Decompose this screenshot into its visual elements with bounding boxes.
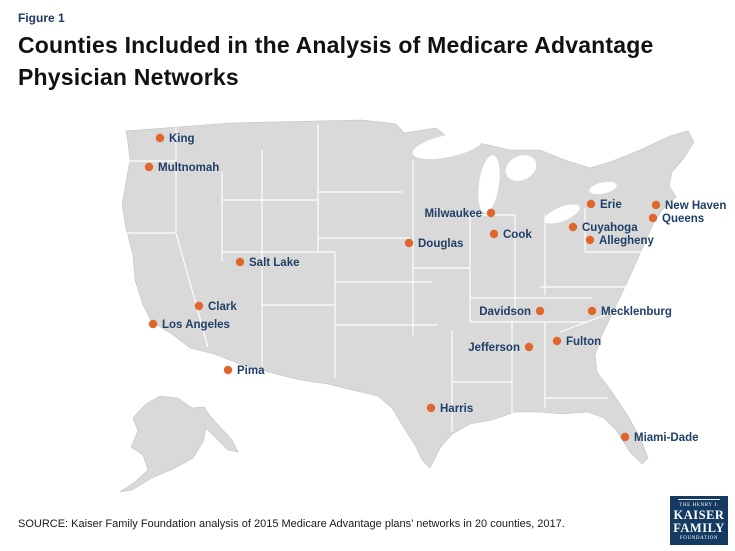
- county-marker-new-haven: [651, 200, 661, 210]
- logo-line-the-henry-j: THE HENRY J.: [679, 502, 719, 508]
- county-marker-salt-lake: [235, 257, 245, 267]
- kff-logo: THE HENRY J. KAISER FAMILY FOUNDATION: [670, 496, 728, 545]
- lake-ontario-shape: [589, 181, 617, 195]
- county-label-mecklenburg: Mecklenburg: [601, 306, 672, 318]
- county-marker-douglas: [404, 238, 414, 248]
- county-marker-milwaukee: [486, 208, 496, 218]
- county-label-davidson: Davidson: [479, 306, 531, 318]
- county-label-harris: Harris: [440, 403, 473, 415]
- county-label-pima: Pima: [237, 365, 265, 377]
- lake-michigan-shape: [478, 155, 500, 213]
- county-marker-queens: [648, 213, 658, 223]
- logo-divider: [678, 499, 720, 500]
- state-borders: [121, 124, 650, 432]
- county-marker-allegheny: [585, 235, 595, 245]
- county-label-cook: Cook: [503, 229, 532, 241]
- contiguous-us-shape: [121, 119, 695, 469]
- county-marker-los-angeles: [148, 319, 158, 329]
- county-label-milwaukee: Milwaukee: [424, 208, 482, 220]
- county-marker-clark: [194, 301, 204, 311]
- county-marker-cook: [489, 229, 499, 239]
- lake-erie-shape: [544, 204, 580, 224]
- lake-superior-shape: [412, 132, 484, 160]
- page-title: Counties Included in the Analysis of Med…: [18, 32, 654, 90]
- logo-line-foundation: FOUNDATION: [679, 536, 719, 541]
- county-marker-erie: [586, 199, 596, 209]
- alaska-shape: [119, 395, 239, 493]
- county-label-cuyahoga: Cuyahoga: [582, 222, 638, 234]
- county-marker-davidson: [535, 306, 545, 316]
- county-marker-cuyahoga: [568, 222, 578, 232]
- county-label-king: King: [169, 133, 195, 145]
- county-marker-fulton: [552, 336, 562, 346]
- county-label-queens: Queens: [662, 213, 704, 225]
- county-label-douglas: Douglas: [418, 238, 463, 250]
- county-marker-mecklenburg: [587, 306, 597, 316]
- source-note: SOURCE: Kaiser Family Foundation analysi…: [18, 518, 565, 530]
- county-marker-harris: [426, 403, 436, 413]
- county-label-los-angeles: Los Angeles: [162, 319, 230, 331]
- county-label-salt-lake: Salt Lake: [249, 257, 300, 269]
- logo-line-family: FAMILY: [673, 520, 725, 535]
- county-marker-miami-dade: [620, 432, 630, 442]
- county-label-miami-dade: Miami-Dade: [634, 432, 699, 444]
- county-label-clark: Clark: [208, 301, 237, 313]
- logo-line-kaiser: KAISER: [673, 507, 725, 522]
- lake-huron-shape: [505, 155, 537, 181]
- county-label-allegheny: Allegheny: [599, 235, 655, 247]
- county-markers: King Multnomah Salt Lake Clark Los Angeles Pi…: [144, 133, 726, 444]
- great-lakes: [412, 132, 617, 224]
- county-marker-pima: [223, 365, 233, 375]
- county-marker-king: [155, 133, 165, 143]
- county-label-fulton: Fulton: [566, 336, 601, 348]
- county-label-multnomah: Multnomah: [158, 162, 219, 174]
- figure-label: Figure 1: [18, 11, 65, 25]
- county-marker-multnomah: [144, 162, 154, 172]
- county-label-jefferson: Jefferson: [468, 342, 520, 354]
- county-label-new-haven: New Haven: [665, 200, 726, 212]
- county-label-erie: Erie: [600, 199, 622, 211]
- county-marker-jefferson: [524, 342, 534, 352]
